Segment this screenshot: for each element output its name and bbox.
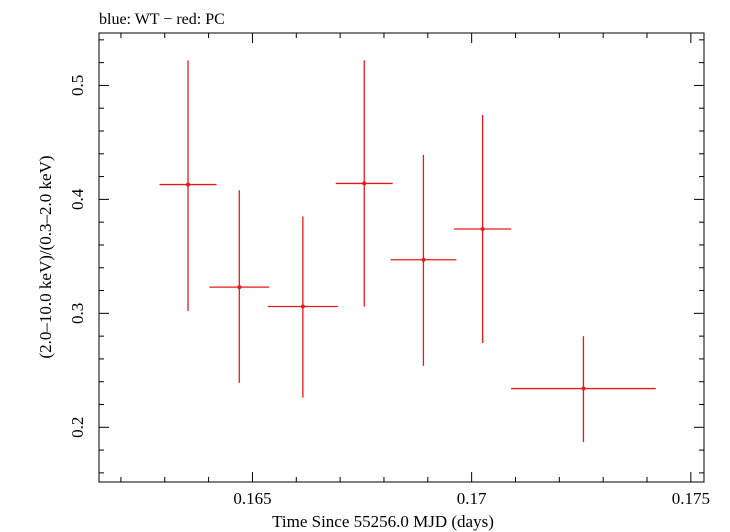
y-axis-ticks: 0.2 0.3 0.4 0.5	[68, 39, 704, 474]
point-marker	[581, 386, 586, 391]
plot-frame	[98, 32, 705, 483]
data-points	[159, 60, 656, 443]
point-marker	[185, 182, 190, 187]
data-point	[267, 216, 338, 398]
y-axis-label: (2.0–10.0 keV)/(0.3–2.0 keV)	[36, 155, 55, 358]
point-marker	[480, 227, 485, 232]
y-tick-label: 0.4	[68, 188, 87, 210]
data-point	[209, 190, 270, 383]
point-marker	[421, 257, 426, 262]
data-point	[511, 336, 656, 443]
data-point	[390, 154, 457, 366]
y-tick-label: 0.5	[68, 75, 87, 96]
y-tick-label: 0.2	[68, 417, 87, 438]
y-tick-label: 0.3	[68, 303, 87, 324]
x-tick-label: 0.17	[457, 489, 487, 508]
data-point	[335, 60, 393, 307]
data-point	[159, 60, 217, 312]
point-marker	[300, 304, 305, 309]
x-tick-label: 0.175	[672, 489, 710, 508]
x-axis-ticks: 0.165 0.17 0.175	[120, 33, 710, 508]
x-tick-label: 0.165	[233, 489, 271, 508]
point-marker	[237, 285, 242, 290]
chart-title: blue: WT − red: PC	[99, 11, 225, 28]
point-marker	[362, 181, 367, 186]
x-axis-label: Time Since 55256.0 MJD (days)	[272, 512, 494, 531]
data-point	[454, 115, 512, 343]
